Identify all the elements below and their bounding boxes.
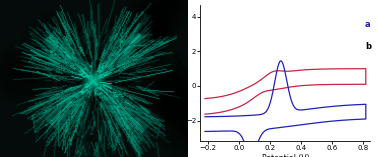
X-axis label: Potential (V): Potential (V) — [262, 154, 309, 157]
Text: a: a — [365, 20, 371, 29]
Text: b: b — [365, 42, 371, 51]
Y-axis label: Current (μA): Current (μA) — [174, 49, 183, 97]
